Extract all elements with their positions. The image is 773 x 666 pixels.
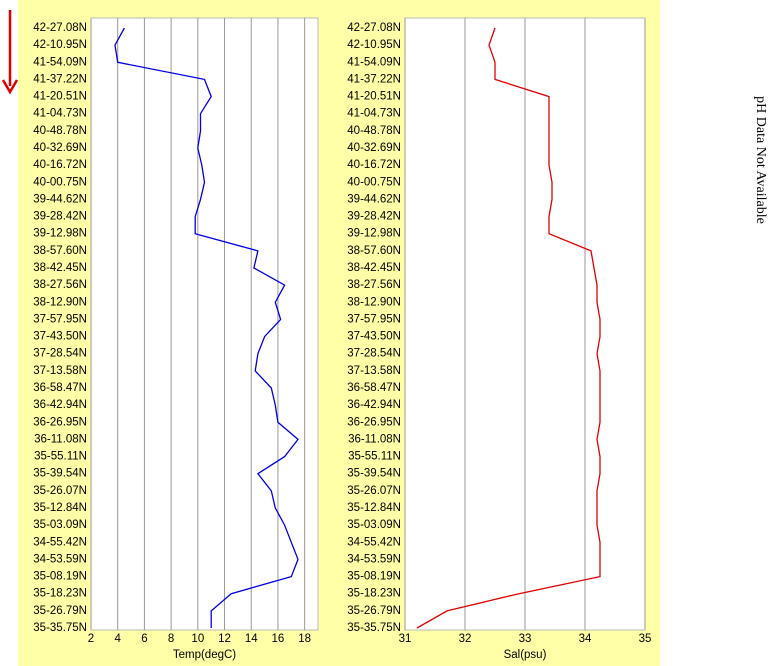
x-tick-label: 6	[141, 633, 147, 645]
x-tick-label: 8	[168, 633, 174, 645]
y-tick-label: 39-28.42N	[347, 211, 401, 223]
y-tick-label: 34-55.42N	[347, 536, 401, 548]
y-tick-label: 37-28.54N	[33, 348, 87, 360]
y-tick-label: 38-42.45N	[347, 262, 401, 274]
x-axis-label: Temp(degC)	[173, 649, 236, 661]
y-tick-label: 36-42.94N	[347, 399, 401, 411]
y-tick-label: 41-20.51N	[33, 91, 87, 103]
y-tick-label: 38-12.90N	[347, 296, 401, 308]
y-tick-label: 38-42.45N	[33, 262, 87, 274]
y-tick-label: 39-44.62N	[33, 193, 87, 205]
y-tick-label: 35-08.19N	[33, 571, 87, 583]
y-tick-label: 34-53.59N	[33, 553, 87, 565]
x-tick-label: 4	[115, 633, 122, 645]
y-tick-label: 40-00.75N	[33, 176, 87, 188]
y-tick-label: 41-37.22N	[347, 73, 401, 85]
y-tick-label: 39-44.62N	[347, 193, 401, 205]
y-tick-label: 35-39.54N	[347, 468, 401, 480]
y-tick-label: 35-03.09N	[33, 519, 87, 531]
plot-area	[90, 17, 319, 631]
y-tick-label: 35-26.79N	[347, 605, 401, 617]
y-tick-label: 42-27.08N	[347, 22, 401, 34]
y-tick-label: 40-16.72N	[347, 159, 401, 171]
y-tick-label: 41-04.73N	[347, 108, 401, 120]
y-tick-label: 37-43.50N	[347, 331, 401, 343]
x-tick-label: 10	[191, 633, 204, 645]
y-tick-label: 36-58.47N	[33, 382, 87, 394]
y-tick-label: 40-00.75N	[347, 176, 401, 188]
x-tick-label: 32	[459, 633, 472, 645]
y-tick-label: 40-16.72N	[33, 159, 87, 171]
arrow-head	[1, 79, 19, 95]
y-tick-label: 35-55.11N	[348, 451, 401, 463]
x-tick-label: 18	[298, 633, 311, 645]
y-tick-label: 35-26.79N	[33, 605, 87, 617]
y-tick-label: 35-18.23N	[347, 588, 401, 600]
y-tick-label: 35-26.07N	[33, 485, 87, 497]
y-tick-label: 36-58.47N	[347, 382, 401, 394]
y-tick-label: 35-08.19N	[347, 571, 401, 583]
y-tick-label: 35-12.84N	[347, 502, 401, 514]
y-tick-label: 37-13.58N	[33, 365, 87, 377]
y-tick-label: 36-26.95N	[347, 416, 401, 428]
data-line	[416, 27, 601, 629]
y-tick-label: 35-18.23N	[33, 588, 87, 600]
y-tick-label: 41-54.09N	[33, 56, 87, 68]
ph-note: pH Data Not Available	[753, 96, 768, 224]
y-tick-label: 41-20.51N	[347, 91, 401, 103]
y-tick-label: 38-12.90N	[33, 296, 87, 308]
y-tick-label: 41-37.22N	[33, 73, 87, 85]
y-tick-label: 34-55.42N	[33, 536, 87, 548]
y-tick-label: 39-12.98N	[33, 228, 87, 240]
data-line	[114, 27, 299, 628]
y-tick-label: 39-12.98N	[347, 228, 401, 240]
x-tick-label: 16	[272, 633, 285, 645]
y-tick-label: 40-32.69N	[33, 142, 87, 154]
y-tick-label: 38-57.60N	[33, 245, 87, 257]
y-tick-label: 40-48.78N	[347, 125, 401, 137]
y-tick-label: 39-28.42N	[33, 211, 87, 223]
x-tick-label: 33	[519, 633, 532, 645]
x-tick-label: 12	[218, 633, 231, 645]
y-tick-label: 35-35.75N	[347, 622, 401, 634]
y-tick-label: 36-42.94N	[33, 399, 87, 411]
x-tick-label: 31	[399, 633, 412, 645]
y-tick-label: 38-27.56N	[347, 279, 401, 291]
x-tick-label: 14	[245, 633, 258, 645]
y-tick-label: 35-12.84N	[33, 502, 87, 514]
y-tick-label: 35-35.75N	[33, 622, 87, 634]
y-tick-label: 36-11.08N	[348, 433, 401, 445]
y-tick-label: 37-13.58N	[347, 365, 401, 377]
x-tick-label: 35	[639, 633, 652, 645]
y-tick-label: 42-27.08N	[33, 22, 87, 34]
y-tick-label: 35-39.54N	[33, 468, 87, 480]
x-axis-label: Sal(psu)	[504, 649, 547, 661]
x-tick-label: 2	[88, 633, 94, 645]
y-tick-label: 37-43.50N	[33, 331, 87, 343]
y-tick-label: 34-53.59N	[347, 553, 401, 565]
y-tick-label: 40-48.78N	[33, 125, 87, 137]
y-tick-label: 42-10.95N	[33, 39, 87, 51]
y-tick-label: 37-57.95N	[347, 313, 401, 325]
y-tick-label: 40-32.69N	[347, 142, 401, 154]
y-tick-label: 37-57.95N	[33, 313, 87, 325]
y-tick-label: 35-55.11N	[34, 451, 87, 463]
y-tick-label: 37-28.54N	[347, 348, 401, 360]
y-tick-label: 41-54.09N	[347, 56, 401, 68]
y-tick-label: 35-03.09N	[347, 519, 401, 531]
y-tick-label: 35-26.07N	[347, 485, 401, 497]
y-tick-label: 41-04.73N	[33, 108, 87, 120]
y-tick-label: 38-57.60N	[347, 245, 401, 257]
y-tick-label: 38-27.56N	[33, 279, 87, 291]
y-tick-label: 42-10.95N	[347, 39, 401, 51]
y-tick-label: 36-11.08N	[34, 433, 87, 445]
x-tick-label: 34	[579, 633, 592, 645]
y-tick-label: 36-26.95N	[33, 416, 87, 428]
